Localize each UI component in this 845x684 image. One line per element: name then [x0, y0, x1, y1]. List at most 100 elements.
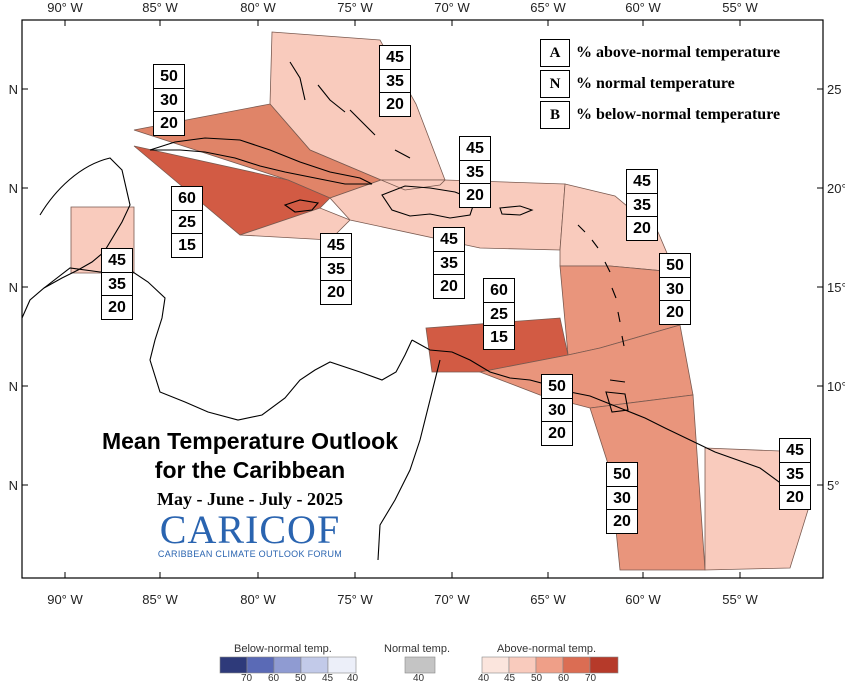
scale-below-swatch — [246, 656, 275, 674]
prob-stack-bahamas: 45 35 20 — [379, 45, 411, 117]
prob-above: 45 — [779, 438, 811, 463]
prob-below: 20 — [153, 111, 185, 136]
logo-subtitle: CARIBBEAN CLIMATE OUTLOOK FORUM — [157, 549, 343, 559]
prob-stack-cayman-jamaica: 60 25 15 — [171, 186, 203, 258]
scale-above-tick: 70 — [585, 673, 597, 684]
prob-above: 45 — [320, 233, 352, 258]
prob-normal: 35 — [459, 159, 491, 185]
coast-bahamas — [289, 61, 411, 159]
key-row-normal: N % normal temperature — [540, 69, 735, 99]
lon-label: 55° W — [722, 0, 758, 15]
coast-hispaniola — [381, 185, 476, 219]
prob-below: 15 — [171, 233, 203, 258]
prob-above: 45 — [626, 169, 658, 194]
scale-below-swatch — [327, 656, 357, 674]
key-letter: B — [540, 101, 570, 129]
prob-stack-abc-islands: 60 25 15 — [483, 278, 515, 350]
scale-above-swatch — [508, 656, 537, 674]
key-row-below: B % below-normal temperature — [540, 100, 780, 130]
prob-normal: 35 — [433, 250, 465, 276]
longitude-labels-bottom: 90° W 85° W 80° W 75° W 70° W 65° W 60° … — [47, 592, 758, 607]
scale-above-swatch — [562, 656, 591, 674]
key-text: % normal temperature — [576, 75, 735, 92]
prob-below: 20 — [779, 485, 811, 510]
prob-above: 45 — [459, 136, 491, 161]
map-period: May - June - July - 2025 — [157, 489, 343, 509]
latitude-labels-right: 25 20° 15° 10° 5° — [827, 82, 845, 493]
prob-above: 45 — [433, 227, 465, 252]
prob-above: 50 — [541, 374, 573, 399]
prob-normal: 35 — [320, 256, 352, 282]
prob-above: 50 — [659, 253, 691, 278]
prob-above: 45 — [101, 248, 133, 273]
region-cayman-jamaica — [133, 145, 331, 236]
prob-normal: 30 — [541, 397, 573, 423]
lon-label: 85° W — [142, 592, 178, 607]
prob-stack-trinidad: 50 30 20 — [541, 374, 573, 446]
forecast-regions — [70, 31, 809, 571]
lat-label: N — [9, 280, 18, 295]
lat-label: N — [9, 379, 18, 394]
prob-normal: 30 — [659, 276, 691, 302]
prob-above: 60 — [171, 186, 203, 211]
scale-above-tick: 40 — [478, 673, 490, 684]
prob-below: 20 — [379, 92, 411, 117]
lon-label: 55° W — [722, 592, 758, 607]
prob-stack-southwest-caribbean: 45 35 20 — [320, 233, 352, 305]
prob-below: 20 — [626, 216, 658, 241]
lat-label: 25 — [827, 82, 841, 97]
scale-above-tick: 45 — [504, 673, 516, 684]
scale-above-tick: 50 — [531, 673, 543, 684]
prob-stack-cuba: 50 30 20 — [153, 64, 185, 136]
coast-lesser-antilles — [577, 224, 626, 383]
prob-below: 20 — [541, 421, 573, 446]
lon-label: 75° W — [337, 592, 373, 607]
lat-label: 10° — [827, 379, 845, 394]
axis-ticks — [22, 20, 823, 578]
prob-normal: 35 — [379, 68, 411, 94]
scale-below-tick: 45 — [322, 673, 334, 684]
scale-above-label: Above-normal temp. — [497, 643, 597, 655]
prob-above: 45 — [379, 45, 411, 70]
key-row-above: A % above-normal temperature — [540, 38, 780, 68]
logo-cari: CARI — [159, 507, 260, 552]
scale-above-tick: 60 — [558, 673, 570, 684]
key-text: % below-normal temperature — [576, 106, 781, 123]
lat-label: 20° — [827, 181, 845, 196]
lon-label: 65° W — [530, 0, 566, 15]
prob-above: 60 — [483, 278, 515, 303]
scale-normal-tick: 40 — [413, 673, 425, 684]
scale-normal-label: Normal temp. — [384, 643, 451, 655]
scale-below-tick: 40 — [347, 673, 359, 684]
lon-label: 75° W — [337, 0, 373, 15]
scale-above-swatch — [481, 656, 510, 674]
prob-normal: 30 — [153, 87, 185, 113]
prob-stack-guyana: 50 30 20 — [606, 462, 638, 534]
prob-above: 50 — [153, 64, 185, 89]
coast-jamaica — [283, 199, 320, 213]
lon-label: 90° W — [47, 0, 83, 15]
scale-below-swatch — [219, 656, 248, 674]
map-title-line2: for the Caribbean — [154, 457, 346, 483]
lat-label: 15° — [827, 280, 845, 295]
prob-stack-leeward-islands: 45 35 20 — [626, 169, 658, 241]
prob-normal: 35 — [779, 461, 811, 487]
prob-stack-hispaniola: 45 35 20 — [433, 227, 465, 299]
region-turks-caicos — [380, 179, 446, 191]
lat-label: 5° — [827, 478, 839, 493]
prob-below: 20 — [606, 509, 638, 534]
lon-label: 60° W — [625, 0, 661, 15]
prob-above: 50 — [606, 462, 638, 487]
caricof-logo: CARICOF CARIBBEAN CLIMATE OUTLOOK FORUM — [150, 507, 350, 560]
key-letter: N — [540, 70, 570, 98]
color-scale — [219, 656, 619, 674]
coastlines — [21, 61, 809, 561]
coast-cuba — [149, 137, 373, 185]
prob-normal: 25 — [171, 209, 203, 235]
coast-yucatan — [21, 157, 131, 319]
scale-below-tick: 50 — [295, 673, 307, 684]
prob-below: 20 — [433, 274, 465, 299]
prob-normal: 25 — [483, 301, 515, 327]
coast-trinidad — [605, 391, 629, 413]
lat-label: N — [9, 82, 18, 97]
